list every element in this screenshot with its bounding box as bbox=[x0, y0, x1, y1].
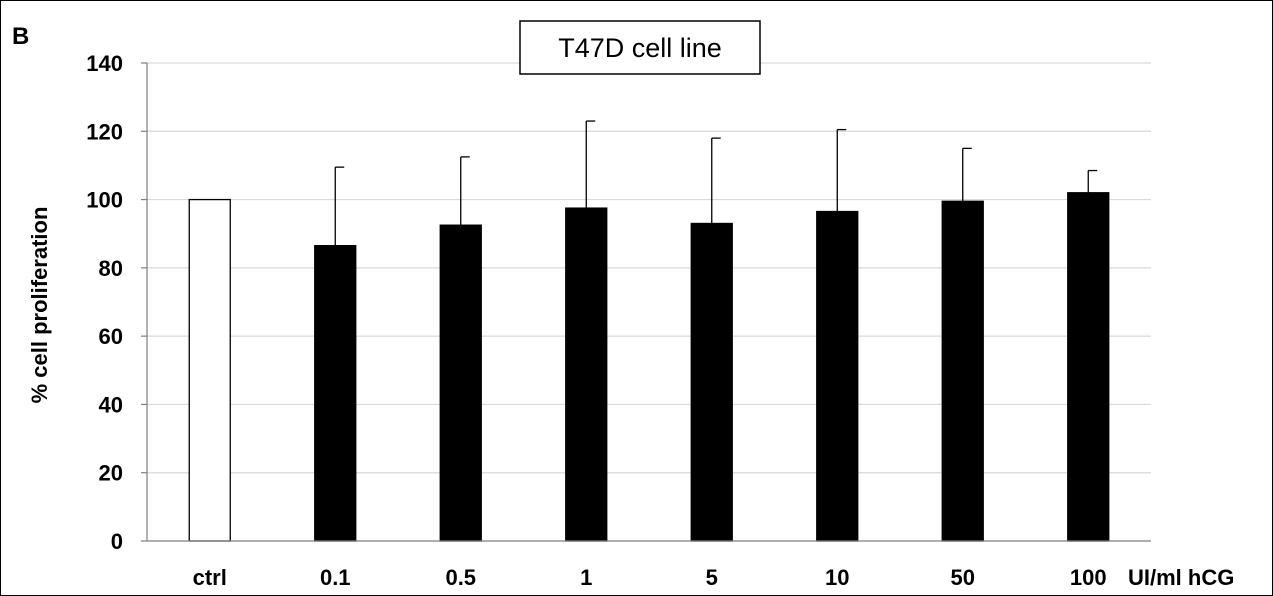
bar bbox=[816, 210, 859, 542]
y-tick-label: 0 bbox=[111, 529, 123, 554]
bar bbox=[1067, 192, 1110, 542]
bar bbox=[565, 207, 608, 542]
y-tick-label: 60 bbox=[99, 324, 123, 349]
x-tick-label: ctrl bbox=[193, 565, 227, 590]
x-tick-label: 100 bbox=[1070, 565, 1107, 590]
bars bbox=[188, 192, 1110, 542]
y-tick-label: 140 bbox=[86, 51, 123, 76]
bar bbox=[941, 200, 984, 542]
chart-title: T47D cell line bbox=[558, 33, 722, 63]
bar bbox=[439, 224, 482, 542]
y-tick-label: 40 bbox=[99, 392, 123, 417]
bar bbox=[690, 222, 733, 542]
y-tick-label: 80 bbox=[99, 256, 123, 281]
x-tick-label: 1 bbox=[580, 565, 592, 590]
y-axis-label: % cell proliferation bbox=[27, 207, 52, 404]
x-tick-label: 0.5 bbox=[445, 565, 476, 590]
title-box-border bbox=[519, 20, 761, 75]
x-tick-labels: ctrl 0.1 0.5 1 5 10 50 100 bbox=[193, 565, 1107, 590]
bar bbox=[314, 245, 357, 542]
x-tick-label: 50 bbox=[951, 565, 975, 590]
x-tick-label: 5 bbox=[706, 565, 718, 590]
panel-label: B bbox=[12, 23, 29, 50]
x-tick-label: 10 bbox=[825, 565, 849, 590]
y-tick-label: 120 bbox=[86, 119, 123, 144]
gridlines bbox=[141, 62, 1151, 542]
x-axis-label: UI/ml hCG bbox=[1128, 565, 1234, 590]
y-tick-label: 100 bbox=[86, 188, 123, 213]
x-tick-label: 0.1 bbox=[320, 565, 351, 590]
bar bbox=[188, 198, 231, 542]
y-tick-label: 20 bbox=[99, 461, 123, 486]
chart-title-box: T47D cell line bbox=[519, 20, 761, 75]
y-tick-labels: 0 20 40 60 80 100 120 140 bbox=[86, 51, 123, 554]
error-bars bbox=[334, 120, 1098, 246]
axes bbox=[146, 63, 1151, 542]
